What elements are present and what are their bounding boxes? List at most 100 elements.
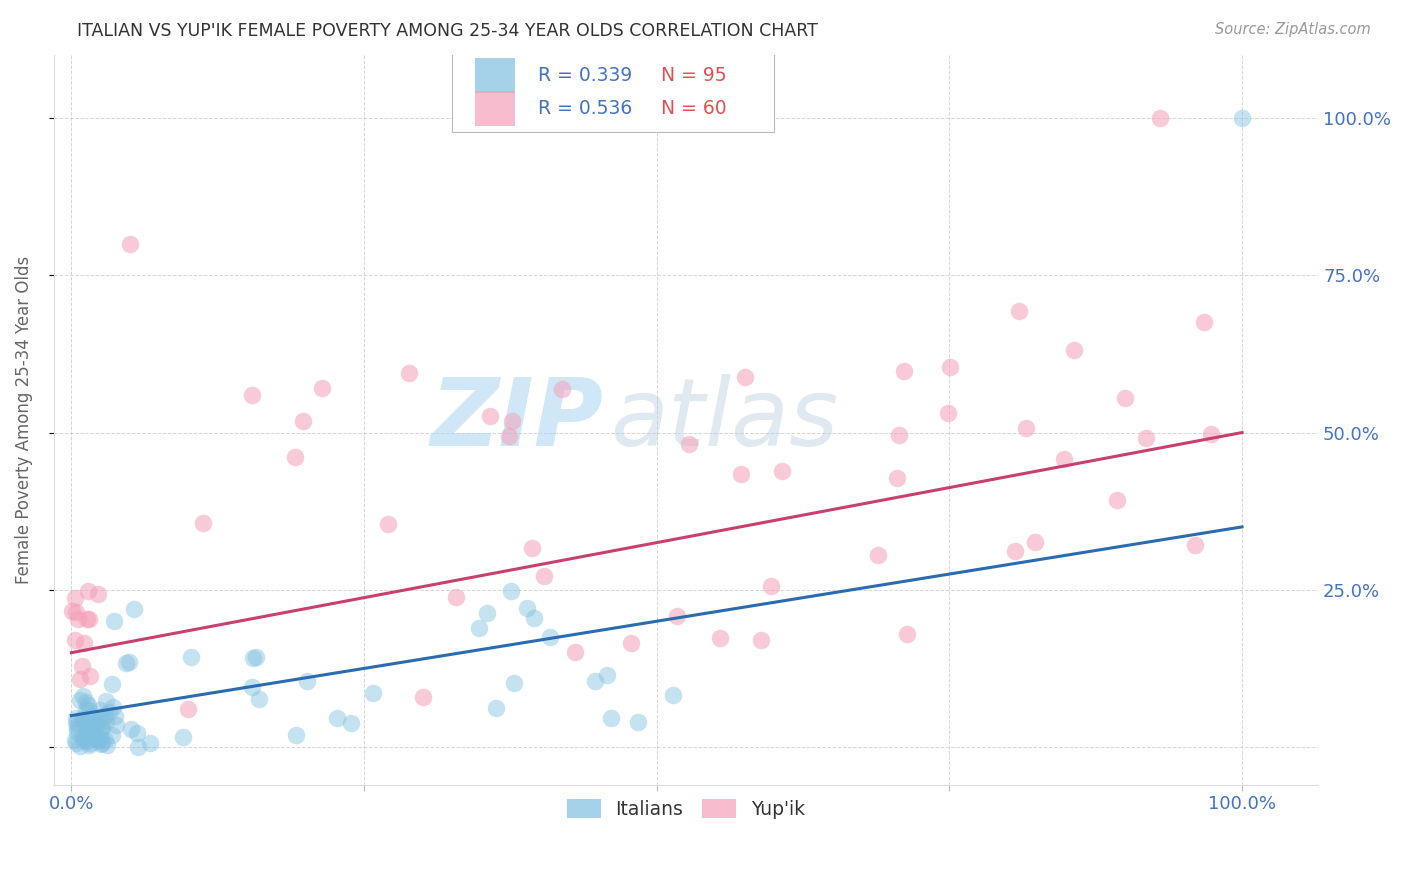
Point (82, 722, 104, 736)
Point (662, 688, 685, 702)
Point (620, 636, 643, 650)
Point (125, 725, 148, 739)
Point (82, 721, 104, 735)
Point (759, 579, 782, 593)
Point (291, 414, 314, 428)
Point (82, 718, 104, 732)
Point (475, 606, 498, 620)
Point (939, 360, 962, 375)
Point (89, 703, 111, 717)
Point (139, 736, 162, 750)
Point (66, 612, 89, 626)
Point (96, 714, 118, 728)
Point (896, 627, 918, 641)
Point (84, 731, 107, 745)
Point (104, 717, 127, 731)
Point (1024, 534, 1046, 549)
Point (84, 715, 107, 730)
Point (533, 568, 555, 582)
Point (377, 516, 399, 531)
Point (72, 714, 94, 728)
Point (73, 636, 96, 650)
Point (90, 731, 112, 745)
Point (89, 714, 111, 729)
Point (665, 609, 688, 624)
Point (485, 701, 508, 715)
Point (311, 381, 333, 395)
Point (550, 382, 572, 396)
Point (444, 590, 467, 604)
Point (1004, 544, 1026, 558)
Point (1053, 452, 1076, 467)
Point (65, 715, 87, 730)
Text: N = 60: N = 60 (661, 99, 727, 119)
Point (177, 702, 200, 716)
Point (76, 698, 98, 712)
Point (70, 712, 93, 726)
Point (65, 711, 87, 725)
Point (122, 601, 145, 615)
Point (77, 738, 100, 752)
Point (734, 370, 756, 384)
FancyBboxPatch shape (453, 40, 775, 132)
Point (627, 714, 650, 729)
Text: ZIP: ZIP (430, 374, 603, 466)
Point (100, 677, 122, 691)
Point (63, 591, 86, 605)
Point (70, 659, 93, 673)
Text: ITALIAN VS YUP'IK FEMALE POVERTY AMONG 25-34 YEAR OLDS CORRELATION CHART: ITALIAN VS YUP'IK FEMALE POVERTY AMONG 2… (77, 22, 818, 40)
Point (63, 632, 86, 647)
Point (1199, 426, 1222, 441)
Point (468, 621, 491, 635)
Point (479, 409, 502, 423)
Point (887, 428, 910, 442)
Point (72, 733, 94, 747)
Text: R = 0.339: R = 0.339 (538, 66, 633, 85)
Point (82, 709, 104, 723)
Bar (475, 58, 516, 93)
Point (1114, 392, 1136, 406)
Point (127, 739, 149, 754)
Point (76, 734, 98, 748)
Point (240, 388, 263, 402)
Point (498, 429, 520, 443)
Point (66, 725, 89, 739)
Point (87, 587, 110, 601)
Point (76, 612, 98, 626)
Point (75, 703, 97, 717)
Point (503, 675, 526, 690)
Text: atlas: atlas (610, 375, 838, 466)
Point (73, 718, 96, 732)
Point (84, 730, 107, 744)
Point (82, 731, 104, 745)
Point (65, 605, 87, 619)
Point (284, 450, 307, 464)
Point (1184, 538, 1206, 552)
Point (538, 631, 561, 645)
Point (65, 735, 87, 749)
Point (75, 728, 97, 742)
Point (67, 716, 90, 731)
Bar (475, 92, 516, 127)
Point (115, 656, 138, 670)
Point (1149, 111, 1171, 125)
Point (180, 649, 202, 664)
Point (1063, 343, 1085, 358)
Point (79, 703, 101, 717)
Legend: Italians, Yup'ik: Italians, Yup'ik (560, 791, 813, 827)
Point (583, 674, 606, 689)
Point (76, 584, 98, 599)
Point (678, 437, 700, 451)
Text: N = 95: N = 95 (661, 66, 727, 85)
Point (75, 695, 97, 709)
Point (94, 708, 117, 723)
Point (564, 645, 586, 659)
Point (79, 730, 101, 744)
Point (191, 516, 214, 530)
Point (363, 686, 385, 700)
Point (82, 721, 104, 735)
Point (325, 710, 347, 724)
Point (90, 736, 112, 750)
Point (77, 723, 100, 738)
Point (501, 414, 523, 428)
